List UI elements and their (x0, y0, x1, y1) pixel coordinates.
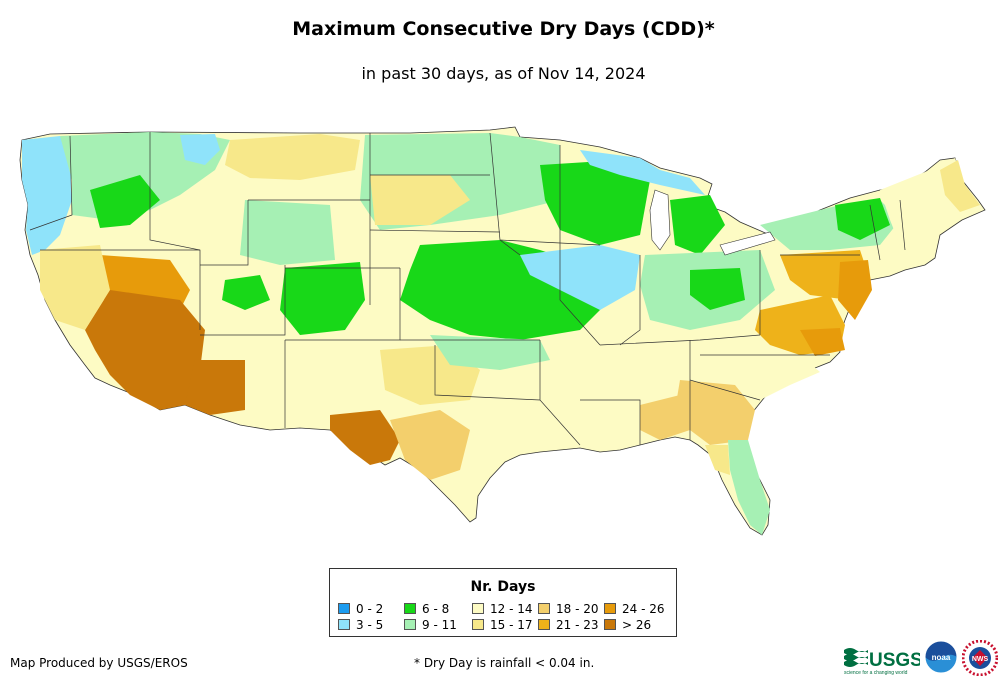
region-chesapeake-24-26 (800, 328, 845, 356)
region-georgia-18-20 (675, 380, 755, 445)
legend-swatch-12-14 (472, 603, 484, 614)
region-florida-9-11 (728, 440, 770, 535)
legend-swatch-9-11 (404, 619, 416, 630)
legend-label-24-26: 24 - 26 (622, 602, 665, 616)
region-colorado-6-8 (280, 262, 365, 335)
nws-logo: NWS (962, 640, 998, 676)
map-credit: Map Produced by USGS/EROS (10, 656, 188, 670)
legend-label-3-5: 3 - 5 (356, 618, 384, 632)
lake-erie (719, 231, 776, 256)
region-wyoming-9-11 (240, 200, 335, 265)
region-lake-superior-3-5 (580, 150, 705, 195)
region-florida-15-17 (705, 445, 730, 475)
legend-swatch-gt-26 (604, 619, 616, 630)
region-michigan-6-8 (670, 195, 725, 255)
lake-michigan (649, 189, 671, 251)
usgs-logo: USGS science for a changing world (844, 648, 920, 676)
map-title: Maximum Consecutive Dry Days (CDD)* (292, 18, 715, 40)
legend-label-6-8: 6 - 8 (422, 602, 450, 616)
us-cdd-map (19, 126, 986, 536)
legend-item-gt-26: > 26 (604, 619, 651, 632)
legend-item-21-23: 21 - 23 (538, 619, 599, 632)
region-utah-6-8 (222, 275, 270, 310)
legend-swatch-0-2 (338, 603, 350, 614)
state-boundaries (29, 132, 906, 446)
legend-swatch-24-26 (604, 603, 616, 614)
svg-text:noaa: noaa (932, 653, 951, 662)
legend-label-9-11: 9 - 11 (422, 618, 457, 632)
region-ohio-6-8 (690, 268, 745, 310)
legend-label-21-23: 21 - 23 (556, 618, 599, 632)
legend-swatch-21-23 (538, 619, 550, 630)
legend-item-12-14: 12 - 14 (472, 603, 533, 616)
region-montana-15-17 (225, 134, 360, 180)
region-nj-24-26 (838, 260, 872, 320)
region-wisconsin-6-8 (540, 160, 650, 245)
legend-item-15-17: 15 - 17 (472, 619, 533, 632)
region-alabama-18-20 (640, 395, 690, 440)
region-ny-green (835, 198, 890, 240)
legend-item-24-26: 24 - 26 (604, 603, 665, 616)
legend-swatch-6-8 (404, 603, 416, 614)
region-pnw-3-5 (22, 136, 72, 255)
svg-text:science for a changing world: science for a changing world (844, 670, 908, 676)
legend-item-3-5: 3 - 5 (338, 619, 383, 632)
legend-item-6-8: 6 - 8 (404, 603, 449, 616)
legend-swatch-3-5 (338, 619, 350, 630)
legend: Nr. Days 0 - 2 3 - 5 6 - 8 9 - 11 12 - 1… (329, 568, 677, 637)
region-idaho-3-5 (180, 134, 220, 165)
legend-label-12-14: 12 - 14 (490, 602, 533, 616)
svg-text:NWS: NWS (972, 656, 989, 663)
legend-label-18-20: 18 - 20 (556, 602, 599, 616)
legend-item-18-20: 18 - 20 (538, 603, 599, 616)
region-arizona-gt26 (185, 360, 245, 415)
region-texas-18-20 (390, 410, 470, 480)
region-dakota-15-17 (370, 175, 470, 225)
legend-swatch-15-17 (472, 619, 484, 630)
region-kansas-9-11 (430, 335, 550, 370)
region-maine-15-17 (940, 160, 980, 212)
legend-item-9-11: 9 - 11 (404, 619, 457, 632)
region-nw-green (90, 175, 160, 228)
region-desert-gt26 (85, 290, 205, 410)
legend-label-15-17: 15 - 17 (490, 618, 533, 632)
legend-title: Nr. Days (470, 579, 536, 595)
legend-label-0-2: 0 - 2 (356, 602, 384, 616)
region-sw-texas-gt26 (330, 410, 400, 465)
dry-day-footnote: * Dry Day is rainfall < 0.04 in. (414, 656, 595, 670)
legend-label-gt-26: > 26 (622, 618, 652, 632)
noaa-logo: noaa (924, 640, 958, 674)
legend-item-0-2: 0 - 2 (338, 603, 383, 616)
svg-text:USGS: USGS (869, 650, 920, 671)
region-west-15-17 (40, 245, 110, 330)
map-subtitle: in past 30 days, as of Nov 14, 2024 (361, 64, 646, 83)
region-midwest-3-5 (520, 245, 640, 310)
legend-swatch-18-20 (538, 603, 550, 614)
